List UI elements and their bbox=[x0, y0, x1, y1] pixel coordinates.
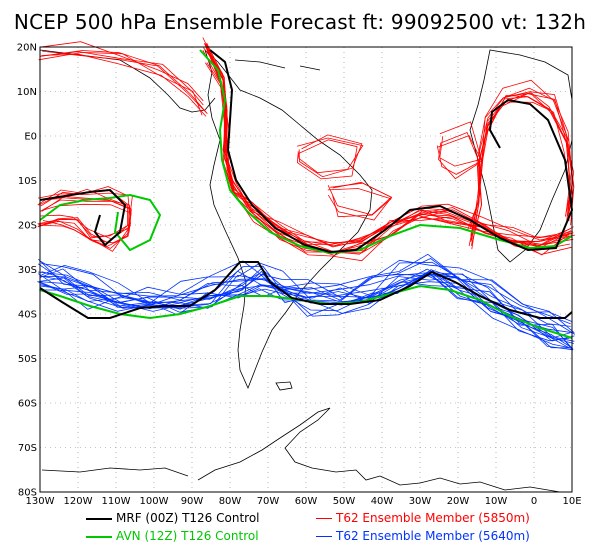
lon-tick-label: 20W bbox=[447, 496, 470, 507]
lon-tick-label: 90W bbox=[181, 496, 204, 507]
lon-tick-label: 100W bbox=[140, 496, 169, 507]
ensemble-5640-line bbox=[41, 259, 575, 334]
lat-tick-label: 30S bbox=[18, 265, 37, 276]
ensemble-5640-line bbox=[40, 273, 570, 349]
ensemble-5640-line bbox=[39, 268, 571, 327]
legend-mrf-swatch bbox=[86, 518, 112, 520]
lon-tick-label: 40W bbox=[371, 496, 394, 507]
mrf-control-5640 bbox=[39, 261, 573, 319]
map-frame bbox=[39, 46, 573, 493]
lon-tick-label: 60W bbox=[295, 496, 318, 507]
ensemble-5640-line bbox=[37, 263, 571, 348]
ensemble-5850-line bbox=[469, 87, 574, 229]
lat-tick-label: 10S bbox=[18, 176, 37, 187]
lat-tick-label: E0 bbox=[24, 132, 37, 143]
ensemble-5850-contour bbox=[439, 121, 482, 167]
lon-tick-label: 10E bbox=[562, 496, 581, 507]
caribbean-coast bbox=[234, 59, 321, 71]
lat-tick-label: 80S bbox=[18, 488, 37, 499]
legend-ens-5640-label: T62 Ensemble Member (5640m) bbox=[336, 529, 530, 543]
legend-ens-5640-swatch bbox=[316, 536, 332, 537]
ensemble-5850-line bbox=[39, 188, 128, 244]
ensemble-5850-contour bbox=[327, 188, 392, 218]
ensemble-5850-line bbox=[38, 195, 132, 249]
ensemble-5850-line bbox=[205, 44, 575, 254]
ensemble-5850-contour bbox=[296, 137, 364, 174]
ensemble-5850-line bbox=[39, 41, 204, 102]
graticule bbox=[40, 47, 572, 492]
lon-tick-label: 80W bbox=[219, 496, 242, 507]
lat-tick-label: 50S bbox=[18, 354, 37, 365]
ensemble-5850-contour bbox=[298, 134, 363, 178]
ensemble-5850-contour bbox=[438, 131, 480, 180]
legend-ens-5850-label: T62 Ensemble Member (5850m) bbox=[336, 511, 530, 525]
longitude-labels: 130W 120W 110W 100W 90W 80W 70W 60W 50W 40W 30W 20W… bbox=[26, 496, 582, 507]
ensemble-5850-contour bbox=[296, 139, 358, 180]
antarctica-coast bbox=[197, 407, 561, 493]
ensemble-5850-line bbox=[42, 51, 204, 106]
lat-tick-label: 70S bbox=[18, 443, 37, 454]
lat-tick-label: 20S bbox=[18, 221, 37, 232]
lat-tick-label: 40S bbox=[18, 310, 37, 321]
ensemble-5850-line bbox=[40, 50, 208, 115]
ensemble-5850-line bbox=[206, 42, 574, 246]
lat-tick-label: 20N bbox=[17, 43, 37, 54]
ensemble-5850-line bbox=[202, 37, 573, 247]
lon-tick-label: 30W bbox=[409, 496, 432, 507]
ensemble-5850-line bbox=[37, 203, 132, 247]
lon-tick-label: 110W bbox=[102, 496, 131, 507]
legend-avn-swatch bbox=[86, 536, 112, 538]
lon-tick-label: 10W bbox=[485, 496, 508, 507]
ensemble-5850-line bbox=[37, 189, 131, 240]
lon-tick-label: 50W bbox=[333, 496, 356, 507]
falklands-coast bbox=[275, 381, 293, 391]
ensemble-5850-contour bbox=[436, 135, 483, 175]
ensemble-5850-line bbox=[470, 96, 575, 246]
legend-avn-label: AVN (12Z) T126 Control bbox=[116, 529, 259, 543]
coastlines bbox=[39, 48, 573, 493]
legend-ens-5850-swatch bbox=[316, 518, 332, 519]
ensemble-5850-contour bbox=[327, 181, 392, 216]
lon-tick-label: 130W bbox=[26, 496, 55, 507]
ensemble-5850-line bbox=[41, 53, 207, 117]
ensemble-5850-line bbox=[207, 48, 574, 244]
lon-tick-label: 120W bbox=[64, 496, 93, 507]
ensemble-5640-line bbox=[38, 271, 575, 342]
south-america-coast bbox=[204, 48, 373, 390]
africa-coast bbox=[469, 49, 573, 263]
lon-tick-label: 70W bbox=[257, 496, 280, 507]
ensemble-5640-line bbox=[41, 258, 576, 335]
latitude-labels: 20N 10N E0 10S 20S 30S 40S 50S 60S 70S 80S bbox=[17, 43, 37, 499]
legend-mrf-label: MRF (00Z) T126 Control bbox=[116, 511, 260, 525]
ensemble-5850-line bbox=[38, 51, 203, 116]
chart-title: NCEP 500 hPa Ensemble Forecast ft: 99092… bbox=[13, 10, 587, 34]
antarctica-coast-west bbox=[41, 467, 189, 477]
lon-tick-label: 0 bbox=[531, 496, 537, 507]
ensemble-5850-contour bbox=[327, 182, 393, 221]
lat-tick-label: 10N bbox=[17, 87, 37, 98]
lat-tick-label: 60S bbox=[18, 399, 37, 410]
avn-control-5850 bbox=[39, 49, 573, 255]
mrf-control-5850 bbox=[39, 49, 574, 254]
